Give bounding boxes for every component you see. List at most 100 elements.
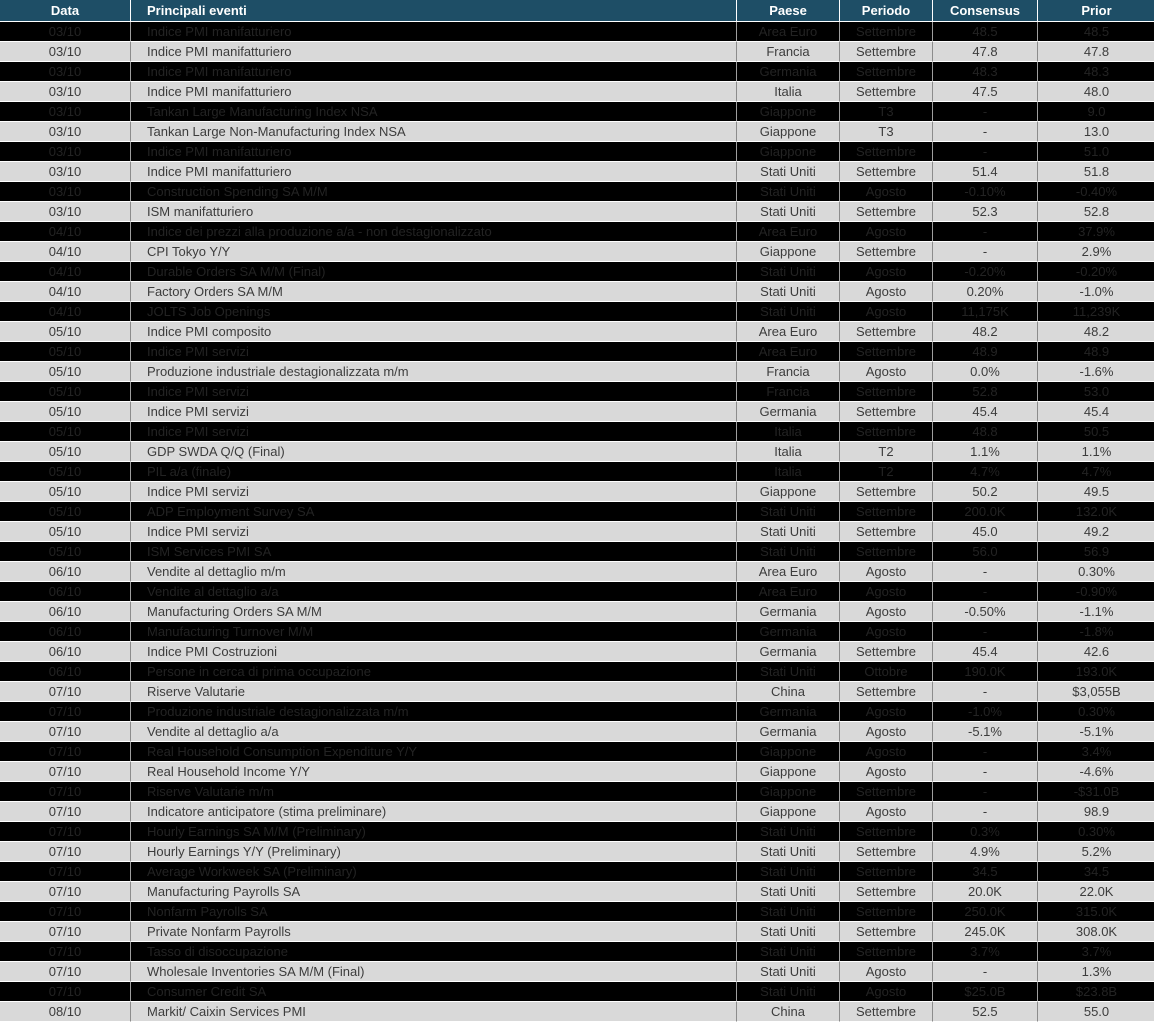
- cell-period: Agosto: [840, 742, 933, 762]
- cell-prior: -0.20%: [1038, 262, 1154, 282]
- cell-date: 05/10: [0, 442, 131, 462]
- cell-period: Settembre: [840, 922, 933, 942]
- cell-prior: $3,055B: [1038, 682, 1154, 702]
- cell-period: Settembre: [840, 142, 933, 162]
- cell-event: Hourly Earnings SA M/M (Preliminary): [131, 822, 737, 842]
- cell-consensus: -: [933, 782, 1038, 802]
- cell-prior: 48.3: [1038, 62, 1154, 82]
- cell-period: Settembre: [840, 402, 933, 422]
- cell-date: 03/10: [0, 182, 131, 202]
- table-row: 05/10 Indice PMI servizi Germania Settembre…: [0, 402, 1154, 422]
- cell-period: Settembre: [840, 482, 933, 502]
- cell-country: Germania: [737, 642, 840, 662]
- cell-country: Italia: [737, 442, 840, 462]
- cell-prior: -1.1%: [1038, 602, 1154, 622]
- cell-event: GDP SWDA Q/Q (Final): [131, 442, 737, 462]
- table-row: 03/10 Indice PMI manifatturiero Area Euro S…: [0, 22, 1154, 42]
- cell-period: Agosto: [840, 182, 933, 202]
- cell-date: 05/10: [0, 382, 131, 402]
- cell-prior: 308.0K: [1038, 922, 1154, 942]
- cell-event: Average Workweek SA (Preliminary): [131, 862, 737, 882]
- cell-consensus: -: [933, 142, 1038, 162]
- table-row: 05/10 Indice PMI servizi Francia Settembre 5…: [0, 382, 1154, 402]
- table-header: Data Principali eventi Paese Periodo Con…: [0, 0, 1154, 22]
- cell-consensus: -0.20%: [933, 262, 1038, 282]
- cell-event: Manufacturing Turnover M/M: [131, 622, 737, 642]
- cell-consensus: -: [933, 962, 1038, 982]
- table-row: 03/10 Indice PMI manifatturiero Francia Set…: [0, 42, 1154, 62]
- cell-prior: -1.6%: [1038, 362, 1154, 382]
- cell-country: China: [737, 1002, 840, 1022]
- cell-country: Stati Uniti: [737, 302, 840, 322]
- cell-period: Agosto: [840, 762, 933, 782]
- cell-period: Agosto: [840, 722, 933, 742]
- header-data: Data: [0, 0, 131, 22]
- cell-prior: 9.0: [1038, 102, 1154, 122]
- table-row: 04/10 Durable Orders SA M/M (Final) Stati …: [0, 262, 1154, 282]
- cell-date: 07/10: [0, 982, 131, 1002]
- cell-consensus: 48.2: [933, 322, 1038, 342]
- cell-date: 07/10: [0, 922, 131, 942]
- cell-event: Indice PMI servizi: [131, 522, 737, 542]
- cell-date: 04/10: [0, 282, 131, 302]
- cell-consensus: 48.8: [933, 422, 1038, 442]
- cell-date: 03/10: [0, 202, 131, 222]
- cell-period: Settembre: [840, 242, 933, 262]
- cell-prior: $23.8B: [1038, 982, 1154, 1002]
- cell-event: Real Household Income Y/Y: [131, 762, 737, 782]
- cell-consensus: -5.1%: [933, 722, 1038, 742]
- cell-country: Stati Uniti: [737, 202, 840, 222]
- table-row: 05/10 ADP Employment Survey SA Stati Uniti…: [0, 502, 1154, 522]
- table-row: 03/10 Indice PMI manifatturiero Giappone Se…: [0, 142, 1154, 162]
- cell-period: Agosto: [840, 622, 933, 642]
- cell-country: Francia: [737, 362, 840, 382]
- table-row: 07/10 Nonfarm Payrolls SA Stati Uniti Sette…: [0, 902, 1154, 922]
- table-row: 07/10 Riserve Valutarie m/m Giappone Settem…: [0, 782, 1154, 802]
- cell-consensus: 1.1%: [933, 442, 1038, 462]
- table-row: 04/10 Factory Orders SA M/M Stati Uniti Ago…: [0, 282, 1154, 302]
- cell-consensus: 47.5: [933, 82, 1038, 102]
- cell-period: Settembre: [840, 822, 933, 842]
- cell-prior: 51.8: [1038, 162, 1154, 182]
- cell-prior: 5.2%: [1038, 842, 1154, 862]
- table-row: 07/10 Tasso di disoccupazione Stati Uniti S…: [0, 942, 1154, 962]
- cell-country: Giappone: [737, 122, 840, 142]
- cell-date: 07/10: [0, 962, 131, 982]
- cell-consensus: 45.0: [933, 522, 1038, 542]
- table-row: 03/10 Construction Spending SA M/M Stati U…: [0, 182, 1154, 202]
- table-row: 06/10 Indice PMI Costruzioni Germania Sette…: [0, 642, 1154, 662]
- cell-prior: 42.6: [1038, 642, 1154, 662]
- cell-date: 07/10: [0, 902, 131, 922]
- cell-period: Settembre: [840, 382, 933, 402]
- cell-consensus: 51.4: [933, 162, 1038, 182]
- cell-country: Francia: [737, 42, 840, 62]
- cell-date: 03/10: [0, 102, 131, 122]
- cell-date: 05/10: [0, 342, 131, 362]
- cell-consensus: 56.0: [933, 542, 1038, 562]
- cell-period: Settembre: [840, 942, 933, 962]
- cell-event: CPI Tokyo Y/Y: [131, 242, 737, 262]
- cell-event: Indice PMI Costruzioni: [131, 642, 737, 662]
- cell-country: Area Euro: [737, 342, 840, 362]
- table-row: 05/10 Indice PMI servizi Stati Uniti Settem…: [0, 522, 1154, 542]
- table-row: 06/10 Manufacturing Turnover M/M Germania A…: [0, 622, 1154, 642]
- cell-country: Stati Uniti: [737, 822, 840, 842]
- header-prior: Prior: [1038, 0, 1154, 22]
- cell-period: Agosto: [840, 262, 933, 282]
- table-row: 07/10 Consumer Credit SA Stati Uniti Agosto…: [0, 982, 1154, 1002]
- cell-country: Area Euro: [737, 582, 840, 602]
- cell-event: ISM manifatturiero: [131, 202, 737, 222]
- cell-prior: 315.0K: [1038, 902, 1154, 922]
- cell-date: 07/10: [0, 862, 131, 882]
- cell-date: 06/10: [0, 602, 131, 622]
- cell-period: Settembre: [840, 62, 933, 82]
- cell-date: 04/10: [0, 242, 131, 262]
- table-row: 07/10 Private Nonfarm Payrolls Stati Uniti…: [0, 922, 1154, 942]
- cell-event: Tankan Large Manufacturing Index NSA: [131, 102, 737, 122]
- cell-country: Stati Uniti: [737, 862, 840, 882]
- header-row: Data Principali eventi Paese Periodo Con…: [0, 0, 1154, 22]
- cell-prior: 47.8: [1038, 42, 1154, 62]
- cell-period: Settembre: [840, 422, 933, 442]
- header-principali-eventi: Principali eventi: [131, 0, 737, 22]
- cell-event: PIL a/a (finale): [131, 462, 737, 482]
